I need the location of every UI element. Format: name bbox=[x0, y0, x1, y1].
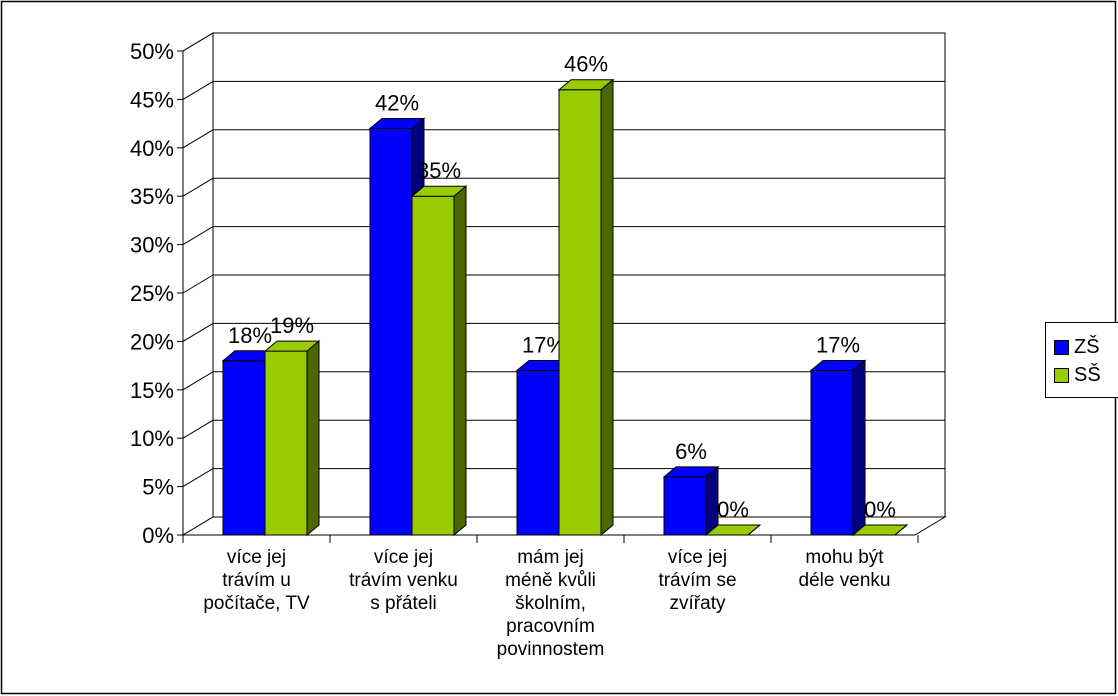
gridline-side bbox=[182, 226, 214, 246]
y-tick-label: 10% bbox=[130, 426, 174, 451]
category-label-line: trávím se bbox=[658, 570, 737, 591]
bar-side-1-4 bbox=[894, 524, 908, 536]
data-label-1-3: 0% bbox=[717, 497, 749, 522]
gridline-side bbox=[182, 129, 214, 149]
gridline-side bbox=[182, 177, 214, 197]
y-tick-label: 5% bbox=[142, 475, 174, 500]
category-label-line: trávím u bbox=[222, 570, 291, 591]
bar-0-3 bbox=[663, 476, 707, 536]
data-label-0-3: 6% bbox=[675, 439, 707, 464]
category-label-line: trávím venku bbox=[349, 570, 458, 591]
y-tick-label: 40% bbox=[130, 136, 174, 161]
category-label-line: více jej bbox=[373, 547, 434, 568]
category-label-line: více jej bbox=[226, 547, 287, 568]
y-tick-label: 20% bbox=[130, 329, 174, 354]
bar-0-1 bbox=[369, 127, 413, 536]
data-label-1-1: 35% bbox=[417, 158, 461, 183]
category-label: mám jej méně kvůli školním, pracovním povinn… bbox=[481, 546, 621, 661]
category-label: více jej trávím u počítače, TV bbox=[187, 546, 327, 615]
y-tick-label: 50% bbox=[130, 39, 174, 64]
category-label-line: mohu být bbox=[805, 547, 884, 568]
category-label: mohu být déle venku bbox=[775, 546, 915, 592]
category-label: více jej trávím se zvířaty bbox=[628, 546, 768, 615]
bar-1-0 bbox=[264, 350, 308, 536]
data-label-0-4: 17% bbox=[816, 332, 860, 357]
category-label-line: s přáteli bbox=[370, 593, 437, 614]
bar-side-1-2 bbox=[600, 78, 614, 537]
gridline-side bbox=[182, 32, 214, 52]
y-tick-label: 45% bbox=[130, 87, 174, 112]
bar-side-1-1 bbox=[453, 185, 467, 537]
data-label-0-0: 18% bbox=[228, 323, 272, 348]
category-label-line: pracovním bbox=[506, 616, 595, 637]
y-tick-label: 25% bbox=[130, 281, 174, 306]
data-label-0-1: 42% bbox=[375, 90, 419, 115]
legend-item-ss: SŠ bbox=[1054, 363, 1101, 387]
legend-swatch-zs bbox=[1054, 339, 1069, 355]
legend-label-zs: ZŠ bbox=[1074, 335, 1100, 358]
category-label: více jej trávím venku s přáteli bbox=[334, 546, 474, 615]
category-label-line: více jej bbox=[667, 547, 728, 568]
bar-0-0 bbox=[222, 360, 266, 536]
gridline-side bbox=[182, 468, 214, 488]
bar-0-4 bbox=[810, 369, 854, 536]
legend-label-ss: SŠ bbox=[1074, 363, 1101, 386]
category-label-line: zvířaty bbox=[669, 593, 726, 614]
gridline-side bbox=[182, 274, 214, 294]
gridline-side bbox=[182, 371, 214, 391]
y-tick-label: 35% bbox=[130, 184, 174, 209]
y-tick-label: 0% bbox=[142, 523, 174, 548]
category-label-line: počítače, TV bbox=[203, 593, 310, 614]
y-tick-label: 30% bbox=[130, 233, 174, 258]
category-label-line: déle venku bbox=[798, 570, 891, 591]
legend: ZŠ SŠ bbox=[1045, 322, 1118, 398]
bar-1-1 bbox=[411, 195, 455, 536]
gridline-side bbox=[182, 322, 214, 342]
category-label-line: školním, bbox=[515, 593, 586, 614]
bar-side-1-0 bbox=[306, 340, 320, 537]
bar-side-1-3 bbox=[747, 524, 761, 536]
category-label-line: povinnostem bbox=[496, 639, 605, 660]
gridline-side bbox=[182, 80, 214, 100]
data-label-1-2: 46% bbox=[564, 52, 608, 77]
bar-1-2 bbox=[558, 89, 602, 536]
data-label-1-4: 0% bbox=[864, 497, 896, 522]
bar-0-2 bbox=[516, 369, 560, 536]
gridline-side bbox=[182, 419, 214, 439]
legend-item-zs: ZŠ bbox=[1054, 335, 1100, 359]
legend-swatch-ss bbox=[1054, 367, 1069, 383]
category-label-line: méně kvůli bbox=[505, 570, 596, 591]
y-tick-label: 15% bbox=[130, 378, 174, 403]
category-label-line: mám jej bbox=[517, 547, 584, 568]
data-label-1-0: 19% bbox=[270, 313, 314, 338]
